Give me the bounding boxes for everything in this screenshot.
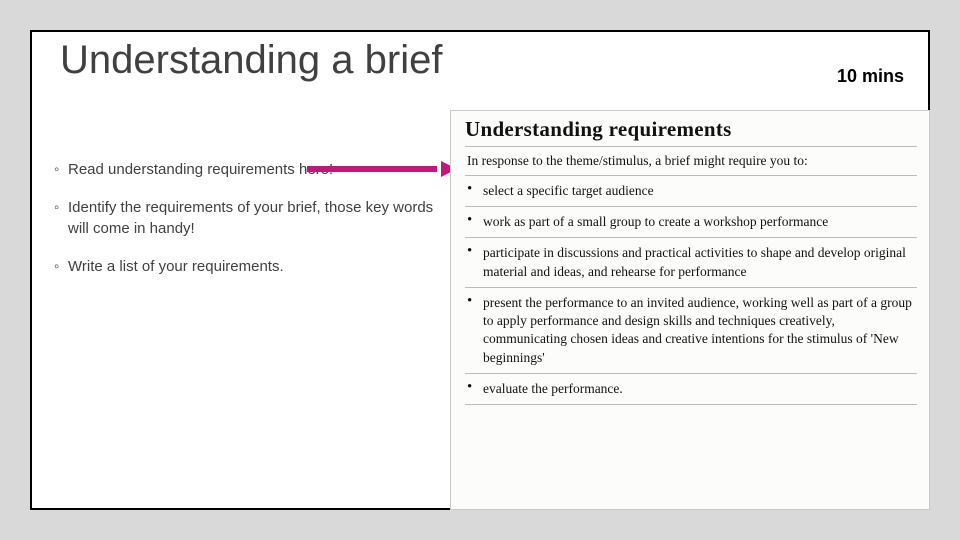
clipping-item-text: work as part of a small group to create … [483,213,915,231]
arrow-shaft [307,166,437,172]
clipping-lead: In response to the theme/stimulus, a bri… [465,147,917,176]
clipping-item-text: select a specific target audience [483,182,915,200]
requirements-clipping: Understanding requirements In response t… [450,110,930,510]
bullet-text: Identify the requirements of your brief,… [68,198,434,239]
list-item: • present the performance to an invited … [465,288,917,374]
slide-frame: Understanding a brief 10 mins Read under… [30,30,930,510]
list-item: Write a list of your requirements. [54,257,434,277]
list-item: • work as part of a small group to creat… [465,207,917,238]
clipping-item-text: present the performance to an invited au… [483,294,915,367]
bullet-text: Write a list of your requirements. [68,257,434,277]
pointer-arrow-icon [307,163,457,175]
list-item: • evaluate the performance. [465,374,917,405]
list-item: • select a specific target audience [465,176,917,207]
slide-title: Understanding a brief [60,38,442,83]
bullet-marker-icon [54,257,68,277]
bullet-dot-icon: • [467,380,483,398]
bullet-dot-icon: • [467,213,483,231]
clipping-item-text: evaluate the performance. [483,380,915,398]
list-item: • participate in discussions and practic… [465,238,917,287]
clipping-heading: Understanding requirements [465,115,917,147]
bullet-dot-icon: • [467,182,483,200]
left-bullet-list: Read understanding requirements here! Id… [54,160,434,295]
bullet-marker-icon [54,160,68,180]
duration-label: 10 mins [837,66,904,87]
bullet-dot-icon: • [467,244,483,280]
clipping-item-text: participate in discussions and practical… [483,244,915,280]
list-item: Identify the requirements of your brief,… [54,198,434,239]
bullet-marker-icon [54,198,68,239]
bullet-dot-icon: • [467,294,483,367]
